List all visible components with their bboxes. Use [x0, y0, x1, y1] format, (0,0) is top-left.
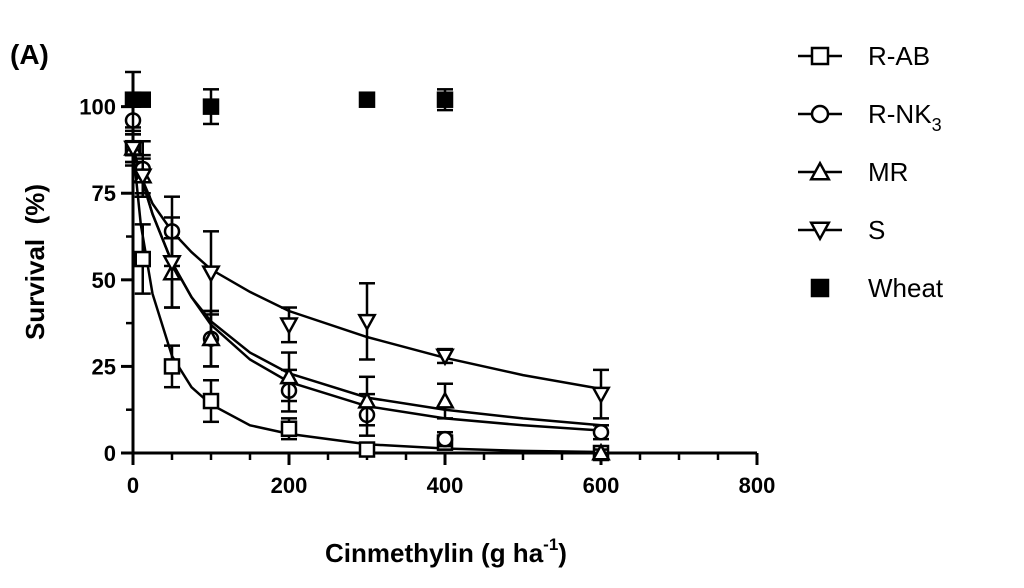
fit-curve-r-ab — [131, 148, 602, 454]
legend-label: MR — [868, 157, 908, 187]
data-point-mr — [591, 442, 611, 461]
legend-item-r-nk: R-NK3 — [798, 99, 942, 135]
x-tick-label: 600 — [583, 473, 620, 498]
data-point-wheat — [202, 98, 220, 115]
y-axis-ticks: 0 25 50 75 100 — [79, 95, 133, 466]
x-tick-label: 200 — [271, 473, 308, 498]
x-tick-label: 400 — [427, 473, 464, 498]
data-point-s — [132, 168, 153, 187]
y-tick-label: 75 — [92, 181, 116, 206]
data-point-wheat — [134, 91, 151, 108]
data-point-r-nk — [436, 430, 454, 448]
y-tick-label: 25 — [92, 354, 116, 379]
data-point-wheat — [358, 91, 376, 108]
legend-item-wheat: Wheat — [810, 273, 944, 303]
legend-item-mr: MR — [798, 157, 908, 187]
series-s — [123, 133, 611, 420]
legend-marker-mr — [809, 160, 831, 181]
data-point-s — [201, 265, 221, 284]
legend-label: R-AB — [868, 41, 930, 71]
y-tick-label: 0 — [104, 441, 116, 466]
x-axis-title: Cinmethylin (g ha-1) — [325, 535, 567, 568]
legend: R-AB R-NK3 MR S Wheat — [798, 41, 944, 303]
data-point-s — [123, 140, 143, 159]
data-point-r-ab — [163, 358, 181, 375]
legend-label: R-NK3 — [868, 99, 942, 135]
data-point-s — [279, 317, 299, 336]
data-point-r-ab — [280, 420, 298, 438]
legend-marker-r-ab — [810, 46, 830, 66]
legend-label: Wheat — [868, 273, 944, 303]
data-point-mr — [435, 390, 455, 409]
legend-item-s: S — [798, 215, 885, 245]
data-points — [123, 70, 611, 462]
fit-curves — [131, 147, 602, 454]
data-point-wheat — [436, 91, 454, 108]
legend-item-r-ab: R-AB — [798, 41, 930, 71]
data-point-s — [591, 386, 611, 405]
legend-marker-wheat — [810, 278, 830, 298]
data-point-r-nk — [592, 423, 610, 441]
data-point-s — [435, 348, 455, 367]
data-point-s — [162, 254, 182, 273]
data-point-r-ab — [358, 441, 376, 458]
data-point-s — [357, 313, 377, 332]
data-point-mr — [201, 328, 221, 347]
fit-curve-s — [131, 147, 602, 391]
legend-marker-s — [809, 221, 831, 242]
legend-marker-r-nk — [810, 104, 830, 124]
y-tick-label: 100 — [79, 95, 116, 120]
x-axis-ticks: 0 200 400 600 800 — [127, 453, 775, 498]
data-point-r-ab — [202, 392, 220, 410]
panel-label: (A) — [10, 39, 49, 70]
y-axis-title: Survival (%) — [20, 184, 50, 340]
data-point-mr — [279, 366, 299, 385]
x-tick-label: 0 — [127, 473, 139, 498]
y-tick-label: 50 — [92, 268, 116, 293]
data-point-mr — [357, 390, 377, 409]
legend-label: S — [868, 215, 885, 245]
series-wheat — [124, 70, 454, 129]
x-tick-label: 800 — [739, 473, 776, 498]
fit-curve-mr — [131, 147, 602, 427]
data-point-r-ab — [134, 250, 151, 268]
